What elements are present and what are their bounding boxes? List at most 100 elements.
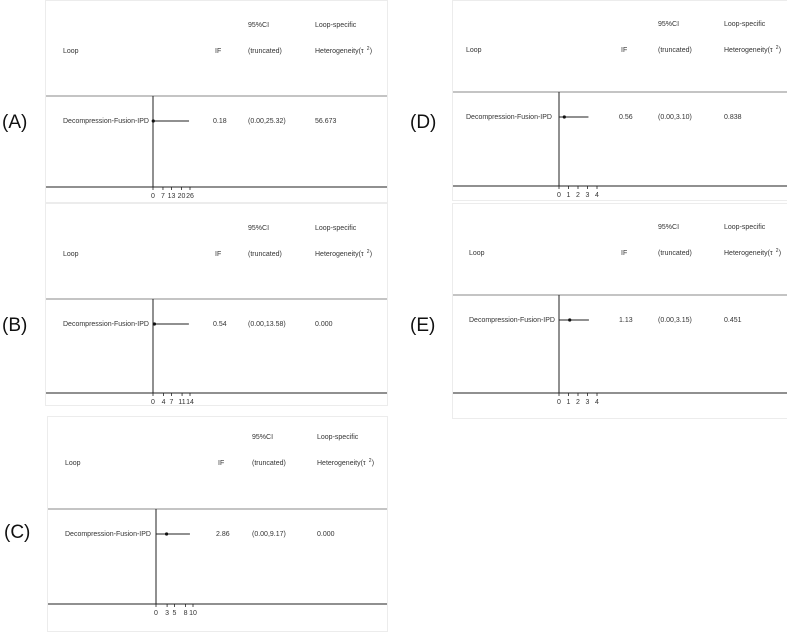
heterogeneity-header-bottom: Heterogeneity(τ [315, 251, 364, 258]
if-header: IF [621, 250, 627, 257]
x-tick-label: 2 [576, 192, 580, 199]
point-estimate-marker [151, 119, 155, 123]
heterogeneity-header-superscript: 2 [776, 248, 779, 254]
x-tick-label: 0 [151, 399, 155, 405]
point-estimate-marker [152, 322, 157, 326]
heterogeneity-header-bottom: Heterogeneity(τ [724, 250, 773, 257]
ci-header-bottom: (truncated) [658, 47, 692, 54]
x-tick-label: 8 [184, 610, 188, 617]
panel-label-c: (C) [4, 522, 31, 543]
forest-panel-e: 95%CI Loop-specific Loop IF (truncated) Heter… [452, 203, 787, 419]
forest-panel-c: 95%CI Loop-specific Loop IF (truncated) Heter… [47, 416, 388, 632]
x-tick-label: 11 [178, 399, 185, 405]
loop-name: Decompression-Fusion-IPD [63, 118, 149, 125]
heterogeneity-value: 56.673 [315, 118, 337, 125]
if-header: IF [215, 251, 221, 258]
heterogeneity-header-top: Loop-specific [724, 21, 766, 28]
heterogeneity-value: 0.451 [724, 317, 742, 324]
x-tick-label: 1 [567, 192, 571, 199]
heterogeneity-header-superscript: 2 [367, 249, 370, 255]
forest-panel-a: 95%CI Loop-specific Loop IF (truncated) Heter… [45, 0, 388, 203]
forest-plot-e: 95%CI Loop-specific Loop IF (truncated) Heter… [453, 224, 787, 406]
loop-name: Decompression-Fusion-IPD [65, 531, 151, 538]
if-value: 0.56 [619, 114, 633, 121]
if-value: 0.18 [213, 118, 227, 125]
heterogeneity-header-bottom: Heterogeneity(τ [724, 47, 773, 54]
ci-header-bottom: (truncated) [658, 250, 692, 257]
x-tick-label: 7 [170, 399, 174, 405]
heterogeneity-header-superscript: 2 [367, 46, 370, 52]
ci-header-bottom: (truncated) [248, 251, 282, 258]
x-tick-label: 3 [586, 192, 590, 199]
loop-header: Loop [469, 250, 485, 257]
x-tick-label: 4 [162, 399, 166, 405]
if-header: IF [621, 47, 627, 54]
if-value: 0.54 [213, 321, 227, 328]
heterogeneity-header-top: Loop-specific [317, 434, 359, 441]
heterogeneity-value: 0.000 [317, 531, 335, 538]
ci-header-top: 95%CI [252, 434, 273, 441]
loop-name: Decompression-Fusion-IPD [63, 321, 149, 328]
forest-plot-c: 95%CI Loop-specific Loop IF (truncated) Heter… [48, 434, 387, 617]
heterogeneity-header-close: ) [370, 48, 372, 55]
point-estimate-marker [562, 115, 566, 119]
panel-label-e: (E) [410, 315, 436, 336]
x-tick-label: 0 [154, 610, 158, 617]
ci-value: (0.00,3.15) [658, 317, 692, 324]
ci-header-top: 95%CI [658, 224, 679, 231]
x-tick-label: 5 [173, 610, 177, 617]
heterogeneity-header-close: ) [372, 460, 374, 467]
panel-label-a: (A) [2, 112, 28, 133]
heterogeneity-header-top: Loop-specific [724, 224, 766, 231]
forest-panel-b: 95%CI Loop-specific Loop IF (truncated) Heter… [45, 203, 388, 406]
ci-header-bottom: (truncated) [248, 48, 282, 55]
heterogeneity-header-close: ) [779, 47, 781, 54]
x-tick-label: 0 [557, 192, 561, 199]
forest-plot-d: 95%CI Loop-specific Loop IF (truncated) Heter… [453, 21, 787, 199]
x-tick-label: 4 [595, 399, 599, 406]
x-tick-label: 20 [178, 193, 186, 200]
x-tick-label: 2 [576, 399, 580, 406]
forest-plot-a: 95%CI Loop-specific Loop IF (truncated) Heter… [46, 22, 387, 200]
ci-value: (0.00,3.10) [658, 114, 692, 121]
x-tick-label: 7 [161, 193, 165, 200]
heterogeneity-header-top: Loop-specific [315, 22, 357, 29]
point-estimate-marker [164, 532, 169, 536]
loop-header: Loop [63, 251, 79, 258]
heterogeneity-header-bottom: Heterogeneity(τ [317, 460, 366, 467]
loop-header: Loop [65, 460, 81, 467]
x-tick-label: 26 [186, 193, 194, 200]
if-header: IF [218, 460, 224, 467]
x-tick-label: 14 [186, 399, 194, 405]
x-tick-label: 3 [586, 399, 590, 406]
heterogeneity-header-top: Loop-specific [315, 225, 357, 232]
panel-label-b: (B) [2, 315, 28, 336]
heterogeneity-header-bottom: Heterogeneity(τ [315, 48, 364, 55]
loop-header: Loop [466, 47, 482, 54]
heterogeneity-value: 0.838 [724, 114, 742, 121]
x-tick-label: 13 [168, 193, 176, 200]
ci-header-top: 95%CI [248, 225, 269, 232]
loop-name: Decompression-Fusion-IPD [466, 114, 552, 121]
ci-header-top: 95%CI [658, 21, 679, 28]
heterogeneity-value: 0.000 [315, 321, 333, 328]
ci-value: (0.00,9.17) [252, 531, 286, 538]
x-tick-label: 1 [567, 399, 571, 406]
x-tick-label: 10 [189, 610, 197, 617]
forest-panel-d: 95%CI Loop-specific Loop IF (truncated) Heter… [452, 0, 787, 201]
loop-header: Loop [63, 48, 79, 55]
x-tick-label: 0 [557, 399, 561, 406]
x-tick-label: 4 [595, 192, 599, 199]
ci-header-bottom: (truncated) [252, 460, 286, 467]
panel-label-d: (D) [410, 112, 437, 133]
x-tick-label: 3 [165, 610, 169, 617]
if-header: IF [215, 48, 221, 55]
heterogeneity-header-close: ) [779, 250, 781, 257]
if-value: 2.86 [216, 531, 230, 538]
heterogeneity-header-superscript: 2 [776, 45, 779, 51]
ci-header-top: 95%CI [248, 22, 269, 29]
point-estimate-marker [568, 318, 572, 322]
ci-value: (0.00,25.32) [248, 118, 286, 125]
heterogeneity-header-superscript: 2 [369, 458, 372, 464]
loop-name: Decompression-Fusion-IPD [469, 317, 555, 324]
